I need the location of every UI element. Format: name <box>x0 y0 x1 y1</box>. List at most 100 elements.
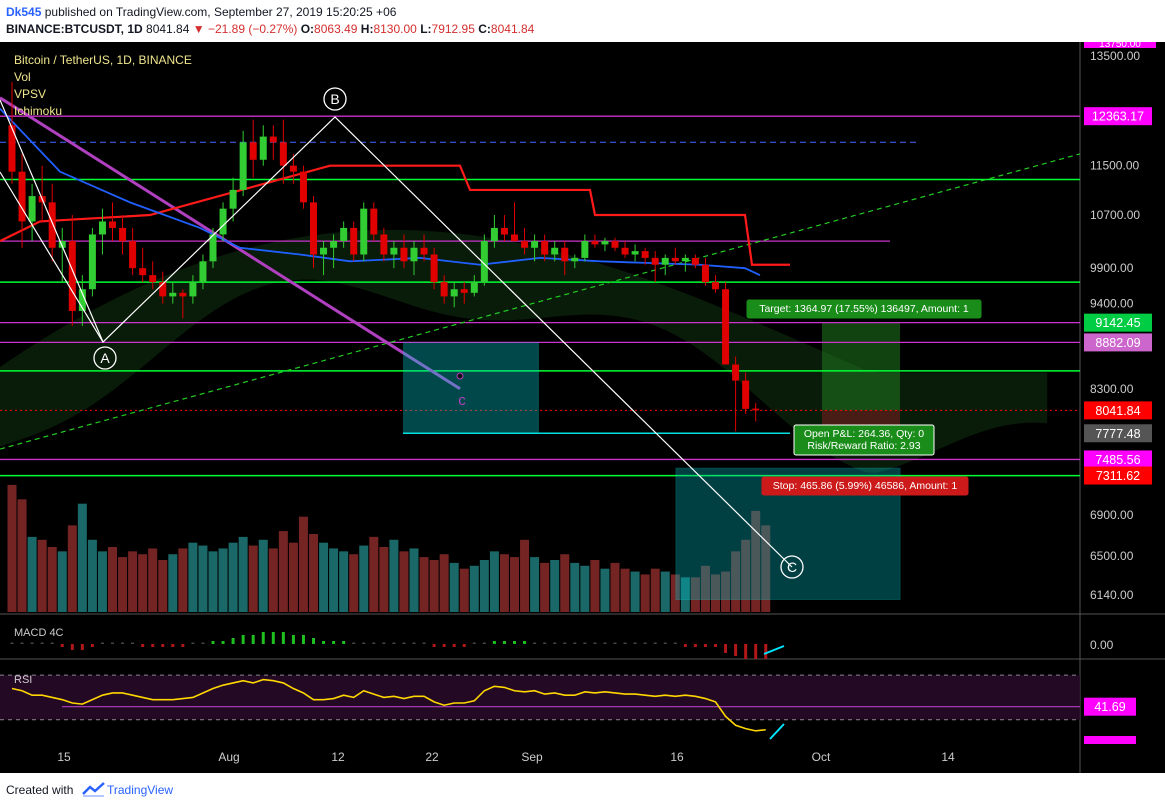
volume-bar <box>37 539 47 612</box>
last-price: 8041.84 <box>146 22 190 36</box>
macd-histogram-bar <box>30 642 34 644</box>
macd-histogram-bar <box>261 632 265 644</box>
macd-histogram-bar <box>563 642 567 644</box>
candle-body <box>722 289 730 365</box>
wave-label-circle <box>780 555 804 579</box>
macd-histogram-bar <box>703 644 707 647</box>
rsi-bottom-label-box <box>1084 736 1136 744</box>
volume-bar <box>530 557 540 612</box>
macd-histogram-bar <box>482 642 486 644</box>
price-change: ▼ −21.89 (−0.27%) <box>192 22 298 36</box>
volume-bar <box>7 484 17 612</box>
candle-body <box>410 247 418 262</box>
candle-body <box>651 257 659 265</box>
macd-histogram-bar <box>221 641 225 644</box>
candle-body <box>470 282 478 293</box>
macd-histogram-bar <box>100 642 104 644</box>
price-chart[interactable]: A B Cc Target: 1364.97 (17.55%) 136497, Amo… <box>0 42 1165 773</box>
volume-bar <box>67 525 77 612</box>
indicator-vol[interactable]: Vol <box>14 70 31 84</box>
macd-histogram-bar <box>141 644 145 647</box>
volume-bar <box>731 551 741 612</box>
volume-bar <box>670 574 680 612</box>
wave-c-point <box>456 372 464 380</box>
volume-bar <box>680 577 690 612</box>
tradingview-brand[interactable]: TradingView <box>107 783 174 797</box>
macd-histogram-bar <box>643 642 647 644</box>
rsi-pane-label: RSI <box>14 674 32 686</box>
volume-bar <box>248 545 258 612</box>
wave-lines <box>0 116 793 568</box>
volume-bar <box>87 539 97 612</box>
candle-body <box>129 241 137 269</box>
candle-body <box>490 227 498 242</box>
candle-body <box>480 241 488 283</box>
macd-histogram-bar <box>271 632 275 644</box>
candle-body <box>139 268 147 276</box>
close-label: C: <box>478 22 491 36</box>
candle-body <box>390 247 398 255</box>
volume-bar <box>278 531 288 612</box>
volume-bar <box>560 554 570 612</box>
macd-histogram-bar <box>623 642 627 644</box>
volume-bar <box>319 542 329 612</box>
macd-histogram-bar <box>301 635 305 644</box>
candle-body <box>541 241 549 255</box>
candle-body <box>551 247 559 255</box>
candle-body <box>199 261 207 283</box>
macd-histogram-bar <box>402 642 406 644</box>
volume-bar <box>590 560 600 612</box>
ichimoku-conversion-line <box>0 108 761 276</box>
volume-bar <box>168 554 178 612</box>
volume-bar <box>540 562 550 612</box>
candle-body <box>320 247 328 255</box>
footer: Created with TradingView <box>0 773 1165 808</box>
volume-bar <box>570 562 580 612</box>
candle-body <box>119 227 127 242</box>
candle-body <box>631 251 639 255</box>
volume-bar <box>550 560 560 612</box>
volume-bar <box>288 542 298 612</box>
candle-body <box>420 247 428 255</box>
candle-body <box>169 292 177 297</box>
indicator-ichimoku[interactable]: Ichimoku <box>14 104 63 118</box>
ohlc-line: BINANCE:BTCUSDT, 1D 8041.84 ▼ −21.89 (−0… <box>6 22 534 36</box>
macd-histogram-bar <box>523 641 527 644</box>
volume-bar <box>419 557 429 612</box>
price-label: 7485.56 <box>1095 453 1140 467</box>
candle-body <box>48 202 56 248</box>
macd-histogram-bar <box>40 642 44 644</box>
macd-histogram-bar <box>322 641 326 644</box>
indicator-vpsv[interactable]: VPSV <box>14 87 47 101</box>
date-tick-label: 16 <box>670 750 684 764</box>
macd-histogram-bar <box>593 642 597 644</box>
volume-bar <box>510 557 519 612</box>
price-label-box <box>1084 313 1152 332</box>
candle-body <box>219 208 227 235</box>
date-tick-label: 15 <box>57 750 71 764</box>
macd-histogram-bar <box>653 642 657 644</box>
macd-histogram-bar <box>201 642 205 644</box>
candle-body <box>611 241 619 248</box>
ascending-trendline <box>0 153 1081 450</box>
volume-bar <box>761 525 771 612</box>
candle-body <box>330 241 338 248</box>
volume-bar <box>469 565 479 612</box>
candle-body <box>661 257 669 265</box>
price-label-box <box>1084 333 1152 352</box>
macd-histogram-bar <box>714 644 717 647</box>
high-label: H: <box>360 22 374 36</box>
price-label: 8882.09 <box>1095 336 1140 350</box>
candle-body <box>450 289 458 297</box>
low-value: 7912.95 <box>431 22 475 36</box>
macd-pane-label: MACD 4C <box>14 627 64 639</box>
close-value: 8041.84 <box>490 22 535 36</box>
candle-body <box>28 196 36 222</box>
author-link[interactable]: Dk545 <box>6 5 42 19</box>
candle-body <box>591 241 599 245</box>
open-label: O: <box>300 22 315 36</box>
volume-bar <box>298 516 308 612</box>
volume-bar <box>721 571 731 612</box>
published-text: published on TradingView.com, September … <box>44 5 397 19</box>
